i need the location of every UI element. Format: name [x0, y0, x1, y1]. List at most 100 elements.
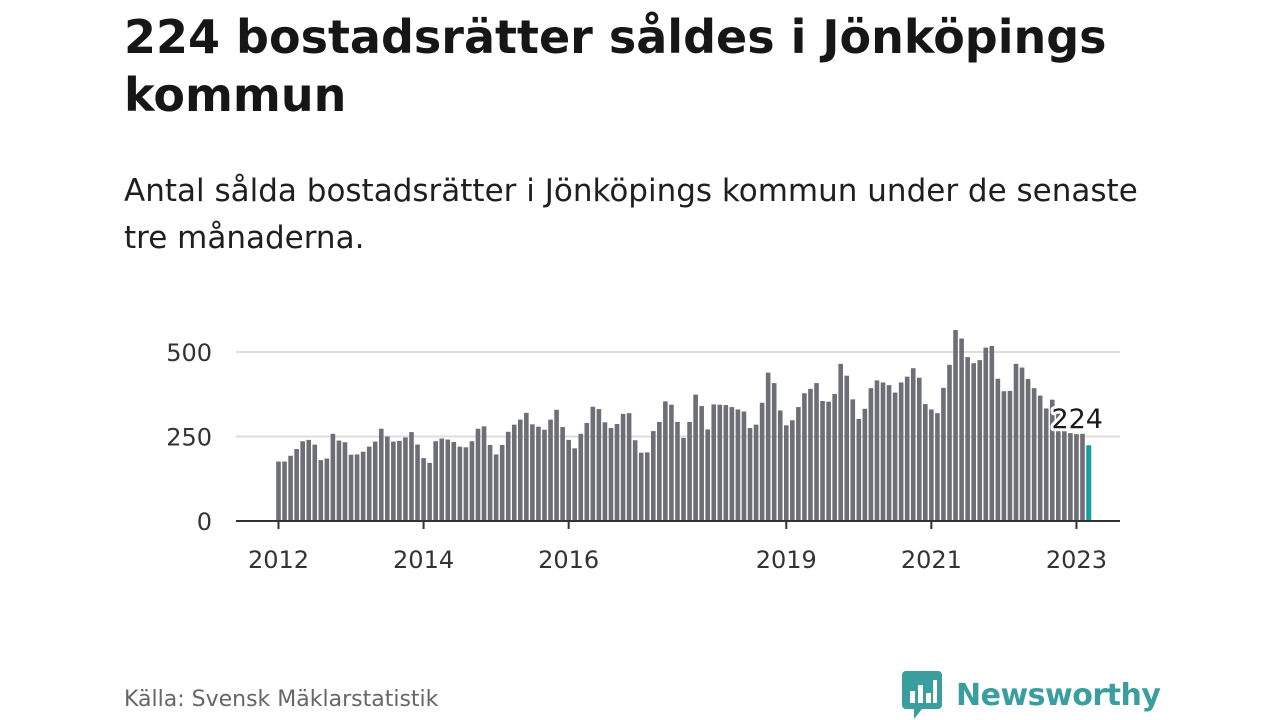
bar [693, 394, 698, 521]
bar [759, 402, 765, 521]
x-tick-label: 2014 [393, 546, 454, 574]
bar [518, 419, 523, 521]
bar [1031, 388, 1037, 521]
brand-name: Newsworthy [956, 677, 1161, 713]
highlighted-bar [1086, 445, 1092, 521]
bar [650, 431, 656, 521]
bar [391, 441, 396, 521]
x-tick-label: 2012 [248, 546, 309, 574]
bar [493, 454, 499, 521]
bar [705, 429, 710, 521]
bar [820, 401, 825, 521]
bar [723, 405, 729, 521]
bar [560, 427, 565, 521]
bar [475, 428, 481, 521]
bar [463, 447, 469, 521]
bar [439, 438, 445, 521]
bar [790, 420, 795, 521]
bar [1080, 433, 1085, 521]
bar [499, 444, 505, 521]
bar [1025, 379, 1031, 521]
bar [923, 404, 928, 521]
source-note: Källa: Svensk Mäklarstatistik [124, 687, 439, 712]
bar [675, 421, 680, 521]
bar [415, 444, 420, 521]
bar [783, 425, 789, 521]
bar [808, 388, 813, 521]
bar [699, 406, 704, 521]
bar [626, 413, 632, 521]
bar [282, 461, 287, 521]
bar [354, 454, 360, 521]
bar [941, 387, 946, 521]
bar [1007, 390, 1013, 521]
bar [826, 401, 831, 521]
bar [397, 440, 402, 521]
bar [729, 407, 735, 521]
bar [378, 428, 384, 521]
bar [747, 428, 753, 521]
bar [608, 428, 614, 521]
bar [717, 404, 723, 521]
x-tick-label: 2023 [1046, 546, 1107, 574]
bar [947, 364, 952, 521]
bar [802, 393, 807, 521]
bar [892, 392, 898, 521]
bar [348, 454, 354, 521]
bar [1001, 391, 1007, 521]
bar [959, 338, 964, 521]
bar [687, 421, 692, 521]
bars [276, 330, 1092, 521]
bar [832, 393, 837, 521]
bar [584, 422, 590, 521]
bar [324, 458, 330, 521]
bar [644, 452, 650, 521]
bar [572, 448, 577, 521]
bar [1043, 408, 1049, 521]
bar [916, 377, 922, 521]
bar [1068, 433, 1073, 521]
bar [469, 441, 475, 521]
bar [300, 441, 305, 521]
bar [1062, 424, 1067, 521]
y-axis-ticks: 0 250 500 [166, 339, 212, 536]
bar [421, 458, 426, 521]
bar [844, 375, 850, 521]
bar [771, 383, 777, 521]
bar [548, 419, 553, 521]
bar [929, 409, 934, 521]
bar [336, 440, 342, 521]
bar [481, 426, 487, 521]
bar [409, 432, 414, 521]
bar [1056, 406, 1061, 521]
bar [862, 408, 868, 521]
bar [856, 418, 862, 521]
bar [427, 462, 432, 521]
bar [977, 360, 983, 521]
bar [294, 449, 299, 521]
bar [542, 429, 547, 521]
bar [796, 407, 801, 521]
bar [765, 372, 771, 521]
bar [524, 412, 529, 521]
bar [403, 437, 408, 521]
y-tick-label: 250 [166, 424, 212, 452]
bar [505, 431, 511, 521]
bar [276, 461, 281, 521]
bar [1049, 399, 1055, 521]
chart-speech-bubble-icon [902, 671, 942, 719]
bar [330, 433, 336, 521]
bar [681, 437, 686, 521]
x-tick-label: 2019 [756, 546, 817, 574]
newsworthy-logo[interactable]: Newsworthy [902, 670, 1161, 720]
x-tick-label: 2016 [538, 546, 599, 574]
bar [898, 382, 904, 521]
bar [910, 368, 916, 521]
bar [989, 345, 995, 521]
bar [451, 441, 457, 521]
bar [342, 442, 348, 521]
bar [554, 409, 559, 521]
last-value-label: 224 [1051, 404, 1103, 435]
bar [536, 426, 541, 521]
bar [511, 424, 517, 521]
